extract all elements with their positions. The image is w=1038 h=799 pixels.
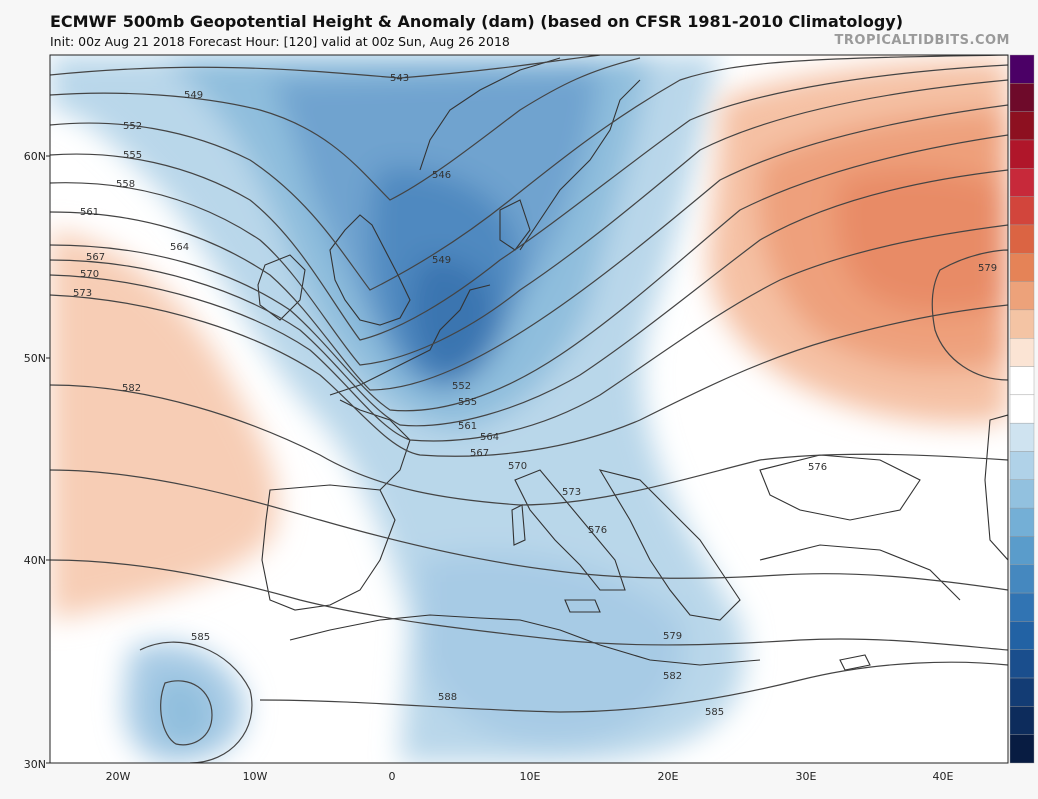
- colorbar-swatch: [1009, 422, 1035, 452]
- contour-label: 561: [458, 421, 477, 432]
- contour-label: 567: [86, 252, 105, 263]
- contour-label: 588: [438, 692, 457, 703]
- contour-label: 558: [116, 179, 135, 190]
- contour-label: 555: [458, 397, 477, 408]
- lon-label-20w: 20W: [106, 770, 131, 783]
- contour-label: 549: [432, 255, 451, 266]
- caspian-outline: [984, 414, 1008, 561]
- contour-label: 570: [80, 269, 99, 280]
- coastlines: [257, 57, 1008, 671]
- lon-label-10w: 10W: [243, 770, 268, 783]
- contour-label: 546: [432, 170, 451, 181]
- contour-label: 552: [123, 121, 142, 132]
- map-subtitle: Init: 00z Aug 21 2018 Forecast Hour: [12…: [50, 34, 510, 49]
- contour-label: 579: [663, 631, 682, 642]
- colorbar-swatch: [1009, 507, 1035, 537]
- colorbar-swatch: [1009, 394, 1035, 424]
- corsica-sardinia-outline: [511, 504, 526, 546]
- lat-label-60n: 60N: [24, 150, 46, 163]
- contour-labels: 543 549 546 549 552 555 558 561 564 567 …: [73, 73, 997, 718]
- colorbar-swatch: [1009, 677, 1035, 707]
- contour-label: 564: [170, 242, 189, 253]
- contour-label: 576: [808, 462, 827, 473]
- lon-label-30e: 30E: [796, 770, 817, 783]
- colorbar-swatch: [1009, 536, 1035, 565]
- contour-label: 552: [452, 381, 471, 392]
- lat-label-40n: 40N: [24, 554, 46, 567]
- denmark-outline: [499, 199, 531, 251]
- lon-label-40e: 40E: [933, 770, 954, 783]
- great-britain-outline: [329, 214, 411, 326]
- contour-label: 549: [184, 90, 203, 101]
- map-title: ECMWF 500mb Geopotential Height & Anomal…: [50, 12, 904, 31]
- contour-label: 543: [390, 73, 409, 84]
- north-africa-coast: [289, 614, 761, 666]
- scandinavia-coast: [419, 57, 641, 251]
- colorbar-swatch: [1009, 253, 1035, 282]
- positive-anomaly-area: [50, 60, 1008, 620]
- france-coast: [329, 284, 491, 491]
- anomaly-shading: [50, 55, 1008, 763]
- contour-label: 573: [562, 487, 581, 498]
- colorbar-swatch: [1009, 196, 1035, 226]
- colorbar-swatch: [1009, 54, 1035, 84]
- cyprus-outline: [839, 654, 871, 671]
- latitude-axis: 60N 50N 40N 30N: [24, 150, 50, 771]
- colorbar-swatch: [1009, 451, 1035, 481]
- contour-label: 555: [123, 150, 142, 161]
- colorbar-swatch: [1009, 479, 1035, 509]
- contour-label: 564: [480, 432, 499, 443]
- contour-label: 570: [508, 461, 527, 472]
- colorbar-swatch: [1009, 111, 1035, 141]
- credit-watermark: TROPICALTIDBITS.COM: [834, 33, 1010, 48]
- contour-label: 582: [122, 383, 141, 394]
- italy-outline: [514, 469, 626, 591]
- iberia-outline: [261, 484, 396, 611]
- contour-label: 576: [588, 525, 607, 536]
- contour-label: 567: [470, 448, 489, 459]
- colorbar-swatch: [1009, 621, 1035, 650]
- colorbar-swatch: [1009, 706, 1035, 735]
- contour-label: 585: [191, 632, 210, 643]
- contour-label: 582: [663, 671, 682, 682]
- lat-label-50n: 50N: [24, 352, 46, 365]
- colorbar-swatch: [1009, 168, 1035, 197]
- negative-anomaly-area: [50, 55, 745, 763]
- colorbar-swatch: [1009, 83, 1035, 112]
- contour-label: 579: [978, 263, 997, 274]
- contour-label: 573: [73, 288, 92, 299]
- colorbar-swatch: [1009, 564, 1035, 594]
- height-contours: [50, 55, 1008, 763]
- contour-label: 561: [80, 207, 99, 218]
- colorbar-swatch: [1009, 139, 1035, 169]
- black-sea-outline: [759, 454, 921, 521]
- colorbar-swatch: [1009, 281, 1035, 311]
- colorbar-swatch: [1009, 224, 1035, 254]
- colorbar-swatch: [1009, 366, 1035, 396]
- colorbar-swatch: [1009, 649, 1035, 679]
- sicily-outline: [564, 599, 601, 613]
- balkans-coast: [598, 469, 741, 621]
- contour-label: 585: [705, 707, 724, 718]
- colorbar-swatch: [1009, 592, 1035, 622]
- colorbar-swatch: [1009, 338, 1035, 367]
- longitude-axis: 20W 10W 0 10E 20E 30E 40E: [106, 770, 954, 783]
- colorbar: [1009, 54, 1035, 764]
- lon-label-20e: 20E: [658, 770, 679, 783]
- lat-label-30n: 30N: [24, 758, 46, 771]
- colorbar-swatch: [1009, 734, 1035, 764]
- lon-label-10e: 10E: [520, 770, 541, 783]
- lon-label-0: 0: [389, 770, 396, 783]
- turkey-coast: [759, 544, 961, 601]
- map-frame: [49, 54, 1009, 764]
- colorbar-swatch: [1009, 309, 1035, 339]
